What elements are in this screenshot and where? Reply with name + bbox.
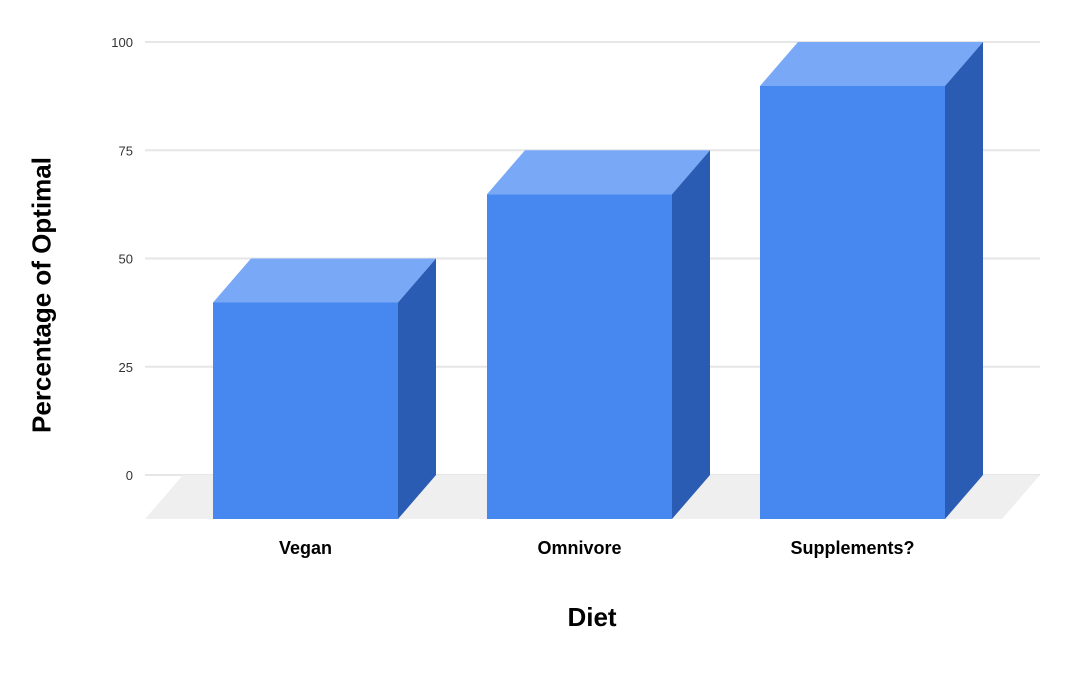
bar-top-face [213,258,436,303]
bar-front-face [760,86,945,519]
bar-front-face [213,302,398,519]
category-label: Supplements? [790,538,914,558]
bar-front-face [487,194,672,519]
y-tick-label: 100 [111,35,133,50]
y-tick-label: 75 [119,143,133,158]
bar-top-face [487,150,710,195]
bar-top-face [760,42,983,86]
x-axis-title: Diet [567,602,617,632]
category-label: Vegan [279,538,332,558]
y-tick-label: 0 [126,468,133,483]
category-label: Omnivore [537,538,621,558]
bar-side-face [945,42,983,519]
bar-side-face [398,258,436,519]
y-tick-label: 50 [119,252,133,267]
bar-side-face [672,150,710,519]
y-tick-label: 25 [119,360,133,375]
